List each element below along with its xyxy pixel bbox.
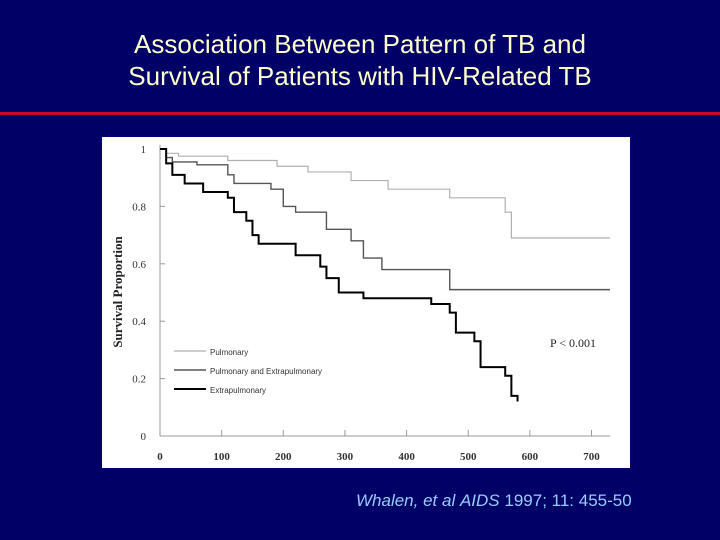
series-line-2 bbox=[160, 148, 610, 291]
chart-axes: 0 100 200 300 400 500 600 700 0 0.2 0.4 0.6 0.8 1 bbox=[132, 144, 610, 463]
x-tick-label: 700 bbox=[583, 451, 600, 463]
y-tick-label: 0 bbox=[141, 431, 147, 443]
citation-journal: AIDS bbox=[459, 491, 500, 510]
slide-title: Association Between Pattern of TB and Su… bbox=[0, 28, 720, 92]
x-tick-label: 0 bbox=[157, 451, 163, 463]
citation: Whalen, et al AIDS 1997; 11: 455-50 bbox=[356, 491, 632, 511]
y-axis-label: Survival Proportion bbox=[110, 236, 125, 348]
citation-authors: Whalen, et al bbox=[356, 491, 456, 510]
legend-label: Pulmonary bbox=[210, 348, 248, 357]
title-line-1: Association Between Pattern of TB and bbox=[134, 29, 586, 59]
title-divider bbox=[0, 112, 720, 115]
chart-series bbox=[160, 148, 610, 402]
y-tick-label: 0.4 bbox=[132, 316, 146, 328]
survival-chart: 0 100 200 300 400 500 600 700 0 0.2 0.4 0.6 0.8 1 Pul… bbox=[102, 137, 630, 468]
series-line-3 bbox=[160, 148, 519, 402]
citation-reference: 1997; 11: 455-50 bbox=[504, 491, 632, 510]
survival-chart-svg: 0 100 200 300 400 500 600 700 0 0.2 0.4 0.6 0.8 1 Pul… bbox=[110, 144, 610, 463]
y-tick-label: 0.8 bbox=[132, 201, 146, 213]
p-value-annotation: P < 0.001 bbox=[550, 336, 596, 350]
x-tick-label: 500 bbox=[460, 451, 477, 463]
x-tick-label: 200 bbox=[275, 451, 292, 463]
y-tick-label: 1 bbox=[141, 144, 147, 156]
y-tick-label: 0.2 bbox=[132, 374, 146, 386]
x-tick-label: 400 bbox=[398, 451, 415, 463]
y-tick-label: 0.6 bbox=[132, 259, 146, 271]
x-tick-label: 600 bbox=[522, 451, 539, 463]
title-line-2: Survival of Patients with HIV-Related TB bbox=[128, 61, 592, 91]
chart-legend: Pulmonary Pulmonary and Extrapulmonary Ext… bbox=[174, 348, 322, 395]
x-tick-label: 300 bbox=[337, 451, 354, 463]
x-tick-label: 100 bbox=[213, 451, 230, 463]
series-line-1 bbox=[160, 148, 610, 239]
legend-label: Pulmonary and Extrapulmonary bbox=[210, 367, 322, 376]
legend-label: Extrapulmonary bbox=[210, 386, 266, 395]
